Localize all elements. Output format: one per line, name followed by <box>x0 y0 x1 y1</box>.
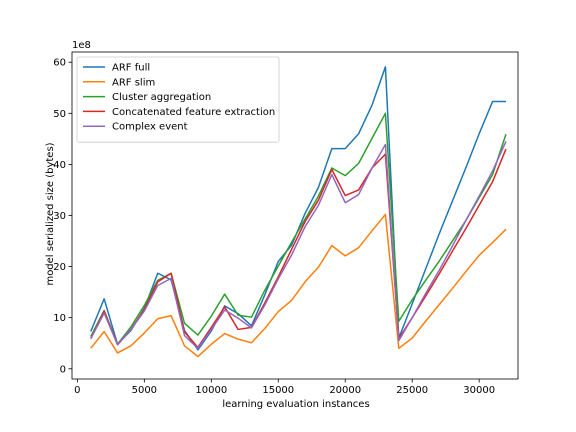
legend-label-3: Concatenated feature extraction <box>112 107 275 118</box>
legend-label-2: Cluster aggregation <box>112 92 211 103</box>
y-tick-label: 30 <box>53 211 66 222</box>
y-scale-label: 1e8 <box>72 40 91 51</box>
series-line-3 <box>90 148 507 349</box>
legend-label-1: ARF slim <box>112 77 155 88</box>
y-tick-label: 50 <box>53 109 66 120</box>
y-tick-label: 0 <box>60 364 66 375</box>
x-tick-label: 0 <box>74 385 80 396</box>
y-axis-ticks: 0 10 20 30 40 50 60 <box>53 58 72 375</box>
x-tick-label: 5000 <box>132 385 157 396</box>
y-tick-label: 10 <box>53 313 66 324</box>
y-axis-label: model serialized size (bytes) <box>45 142 56 285</box>
series-line-1 <box>90 213 507 358</box>
y-tick-label: 60 <box>53 58 66 69</box>
x-tick-label: 10000 <box>195 385 227 396</box>
x-tick-label: 20000 <box>329 385 361 396</box>
series-line-4 <box>90 141 507 350</box>
legend-box <box>76 56 280 143</box>
x-tick-label: 30000 <box>463 385 495 396</box>
y-tick-label: 20 <box>53 262 66 273</box>
legend: ARF full ARF slim Cluster aggregation Conca… <box>76 56 280 143</box>
plot-area <box>71 51 519 380</box>
x-axis-ticks: 0 5000 10000 15000 20000 25000 30000 <box>74 379 495 396</box>
series-line-2 <box>90 112 507 346</box>
x-axis-label: learning evaluation instances <box>222 399 369 410</box>
x-tick-label: 25000 <box>396 385 428 396</box>
y-tick-label: 40 <box>53 160 66 171</box>
legend-label-0: ARF full <box>112 63 150 74</box>
x-tick-label: 15000 <box>262 385 294 396</box>
legend-label-4: Complex event <box>112 122 188 133</box>
